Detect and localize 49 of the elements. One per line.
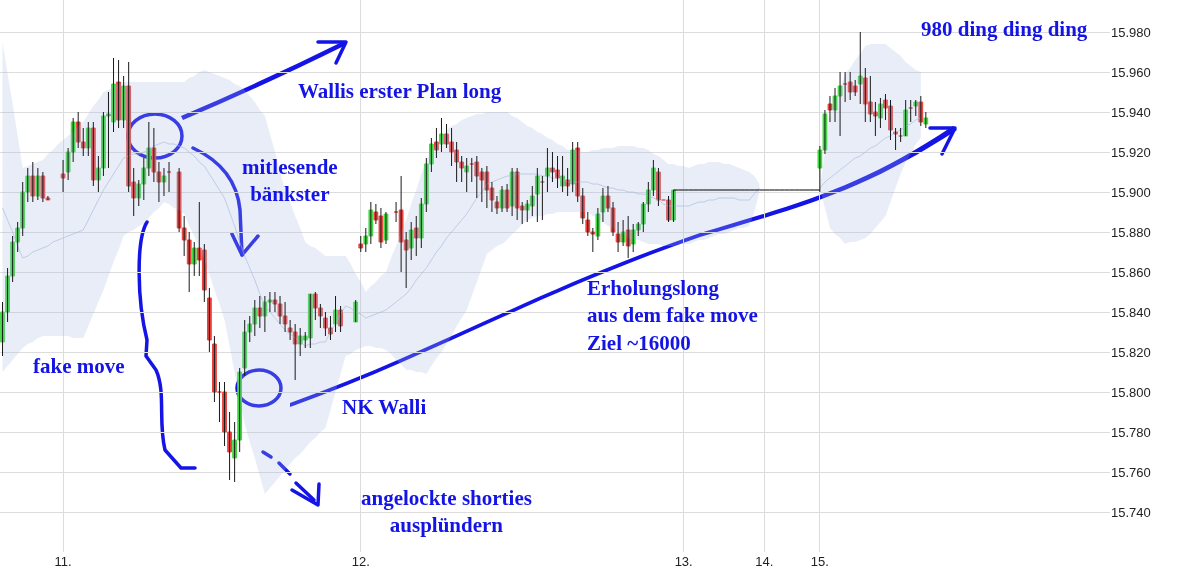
annotation: 980 ding ding ding [921, 17, 1088, 41]
candlestick [913, 99, 919, 117]
candlestick [857, 31, 863, 105]
candlestick [257, 295, 263, 329]
annotation: fake move [33, 354, 125, 378]
candlestick [878, 97, 883, 129]
y-tick-label: 15.760 [1111, 464, 1151, 480]
y-tick-label: 15.880 [1111, 224, 1151, 240]
candlestick [292, 323, 298, 381]
y-tick-label: 15.740 [1111, 504, 1151, 520]
y-tick-label: 15.920 [1111, 144, 1151, 160]
candlestick [872, 101, 878, 137]
y-tick-label: 15.820 [1111, 344, 1151, 360]
candlestick [358, 235, 364, 253]
candlestick [413, 215, 419, 257]
x-tick-label: 11. [54, 554, 72, 569]
annotation: Erholungslong aus dem fake move Ziel ~16000 [587, 276, 758, 355]
candlestick [852, 79, 858, 97]
candlestick [464, 157, 470, 193]
y-tick-label: 15.960 [1111, 64, 1151, 80]
candlestick [439, 117, 444, 153]
candlestick [923, 111, 929, 129]
x-tick-label: 13. [674, 554, 693, 569]
candlestick [560, 155, 565, 193]
candlestick [893, 127, 898, 151]
y-tick-label: 15.800 [1111, 384, 1151, 400]
y-tick-label: 15.900 [1111, 184, 1151, 200]
y-tick-label: 15.860 [1111, 264, 1151, 280]
candlestick [474, 155, 480, 199]
annotation: Wallis erster Plan long [298, 79, 502, 103]
candlestick [529, 185, 535, 217]
x-tick-label: 14. [755, 554, 774, 569]
candlestick [333, 295, 338, 333]
x-tick-label: 15. [810, 554, 829, 569]
y-tick-label: 15.840 [1111, 304, 1151, 320]
x-tick-label: 12. [351, 554, 370, 569]
candlestick [434, 127, 439, 159]
y-tick-label: 15.780 [1111, 424, 1151, 440]
candlestick [585, 211, 591, 237]
candlestick [545, 147, 550, 193]
candlestick [625, 215, 631, 259]
annotation: angelockte shorties ausplündern [361, 486, 532, 538]
annotation: NK Walli [342, 395, 427, 419]
annotation: mitlesende bänkster [242, 155, 338, 207]
candlestick [565, 167, 571, 197]
candlestick [191, 241, 197, 277]
y-tick-label: 15.940 [1111, 104, 1151, 120]
y-tick-label: 15.980 [1111, 24, 1151, 40]
candlestick [338, 305, 343, 333]
